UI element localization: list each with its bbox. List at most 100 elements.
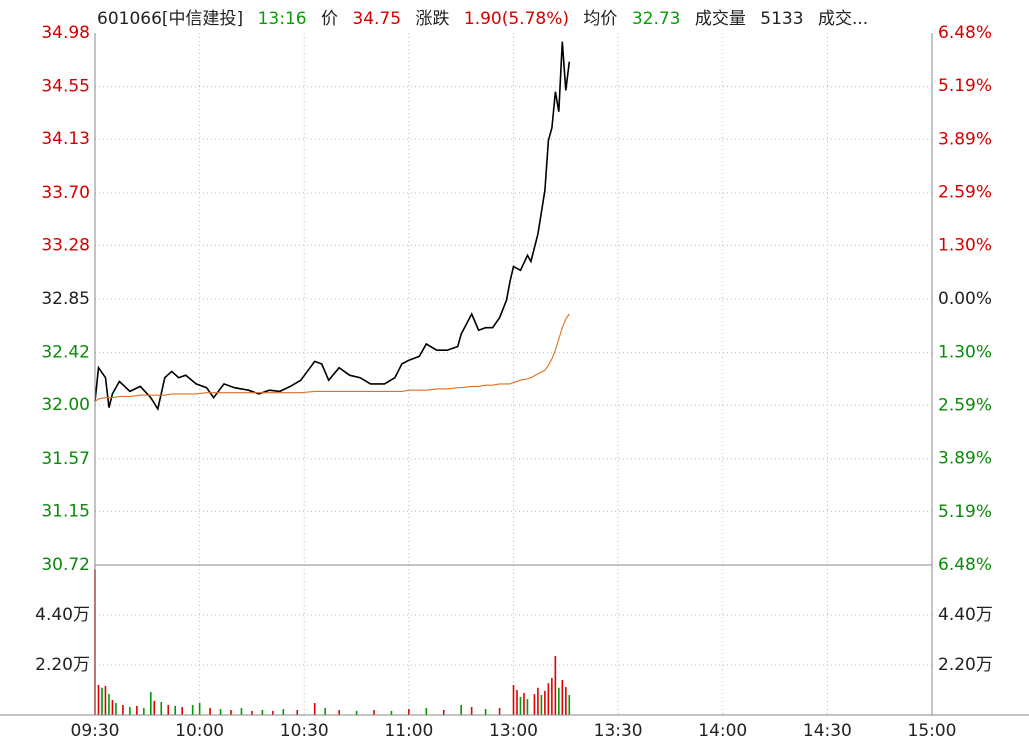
volume-bar [251,710,253,715]
volume-bar [338,710,340,715]
volume-bar [355,710,358,715]
volume-bar [150,692,152,715]
volume-bar [313,702,316,715]
volume-bar [390,710,393,715]
x-tick-label: 14:30 [803,721,852,741]
change: 1.90(5.78%) [463,9,569,29]
volume-bar [101,687,103,715]
x-tick-label: 10:00 [175,721,224,741]
stock-code: 601066[中信建投] [97,9,244,29]
y-tick-label: 34.13 [41,129,90,149]
x-tick-label: 13:30 [594,721,643,741]
y-tick-label: 30.72 [41,555,90,575]
y-tick-label: 31.57 [41,449,90,469]
volume-bar [111,700,114,715]
y-tick-label: 32.42 [41,343,90,363]
volume-bar [516,690,518,715]
y-tick-label: 32.00 [41,395,90,415]
volume-bar [460,705,462,715]
volume-bar [129,707,131,715]
volume-bar [561,680,564,715]
volume-bar [181,707,183,715]
y-tick-label: 2.20万 [35,655,90,675]
price-line [94,41,571,411]
volume-bar [296,710,299,715]
y2-tick-label: 2.59% [938,183,992,203]
price-label: 价 [320,9,338,29]
volume-bar [104,685,107,715]
volume-bar [526,699,529,715]
y2-tick-label: 1.30% [938,342,992,362]
x-tick-label: 09:30 [71,721,120,741]
avg-price: 32.73 [631,9,681,29]
x-tick-label: 10:30 [280,721,329,741]
volume-bar [153,700,156,715]
y2-tick-label: 5.19% [938,502,992,522]
volume-bar [554,655,557,715]
x-tick-label: 11:00 [384,721,433,741]
volume-bar [558,687,560,715]
volume-bar [519,697,522,715]
y2-tick-label: 5.19% [938,76,992,96]
y-tick-label: 34.98 [41,23,90,43]
x-tick-label: 14:00 [698,721,747,741]
volume-bar [122,705,124,715]
y2-tick-label: 2.59% [938,395,992,415]
volume-bar [540,695,543,715]
y-tick-label: 33.28 [41,235,90,255]
volume-bar [547,683,550,715]
volume-bar [174,705,177,715]
price: 34.75 [352,9,402,29]
avg-label: 均价 [583,9,618,29]
volume-bar [230,710,232,715]
y2-tick-label: 2.20万 [938,655,993,675]
volume-bar [240,707,243,715]
y2-tick-label: 3.89% [938,449,992,469]
volume-bar [408,709,410,715]
volume-bar [261,710,264,715]
more: 成交... [817,9,869,29]
volume-bar [191,705,194,715]
volume-bar [565,687,567,715]
volume-bar [160,702,163,715]
volume-bar [108,694,110,715]
volume-bar [533,694,536,715]
x-tick-label: 13:00 [489,721,538,741]
volume-bar [167,705,170,715]
volume-bar [442,710,445,715]
volume-bar [209,707,211,715]
volume-bar [568,695,571,715]
volume-bar [198,702,201,715]
volume-bar [219,709,222,715]
volume-label: 成交量 [694,9,746,29]
volume-bar [324,707,326,715]
volume-bar [551,677,553,715]
volume-bar [373,710,375,715]
y2-tick-label: 6.48% [938,555,992,575]
price-line [94,313,570,402]
volume-bar [97,685,100,715]
volume-bar [537,687,539,715]
change-label: 涨跌 [415,9,450,29]
y2-tick-label: 3.89% [938,129,992,149]
y2-tick-label: 4.40万 [938,605,993,625]
y-tick-label: 32.85 [41,289,90,309]
y2-tick-label: 0.00% [938,289,992,309]
x-tick-label: 15:00 [908,721,957,741]
volume: 5133 [760,9,804,29]
volume-bar [512,685,515,715]
volume-bar [136,705,138,715]
volume-bar [272,710,274,715]
y-tick-label: 33.70 [41,183,90,203]
y-tick-label: 31.15 [41,501,90,521]
y2-tick-label: 6.48% [938,23,992,43]
volume-bar [523,692,525,715]
volume-bar [544,690,546,715]
volume-bar [425,707,428,715]
header: 601066[中信建投] 13:16 价 34.75 涨跌 1.90(5.78%… [97,4,877,29]
volume-bar [115,702,117,715]
volume-bar [498,707,501,715]
volume-bar [470,707,473,715]
